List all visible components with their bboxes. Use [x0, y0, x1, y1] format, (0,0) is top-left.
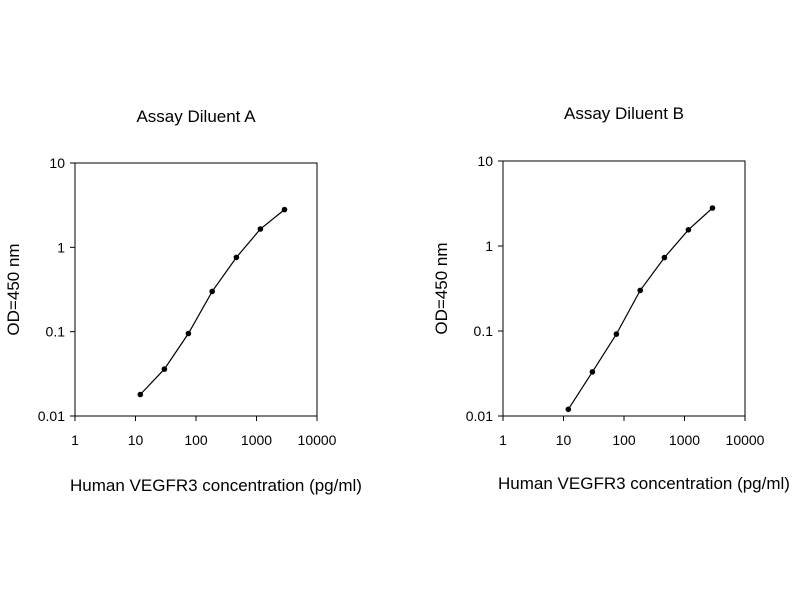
chart-title: Assay Diluent B	[564, 104, 684, 123]
x-tick-label: 10	[128, 432, 144, 448]
y-tick-label: 10	[477, 153, 493, 169]
plot-frame	[502, 160, 746, 417]
y-tick-label: 1	[485, 238, 493, 254]
data-point	[589, 369, 596, 375]
x-tick-label: 1	[499, 432, 507, 448]
x-tick-label: 10000	[298, 432, 337, 448]
y-tick-label: 0.1	[474, 323, 494, 339]
data-point	[565, 406, 572, 413]
data-point	[281, 206, 288, 213]
data-point	[685, 227, 692, 233]
y-tick-label: 0.01	[466, 408, 493, 424]
series-line	[567, 207, 713, 410]
chart-assay-diluent-a: Assay Diluent A 1 10 100 1000 10000 0.01 0.1 1 10…	[4, 107, 362, 495]
x-tick-label: 1	[71, 432, 79, 448]
y-axis-label: OD=450 nm	[4, 243, 23, 335]
data-point	[257, 226, 264, 232]
chart-assay-diluent-b: Assay Diluent B 1 10 100 1000 10000 0.01 0.1 1 10…	[432, 104, 790, 493]
plot-frame	[74, 162, 318, 417]
data-point	[137, 391, 144, 398]
data-point	[185, 330, 192, 337]
chart-title: Assay Diluent A	[136, 107, 256, 126]
data-point	[637, 287, 643, 294]
x-tick-label: 1000	[241, 432, 272, 448]
x-tick-label: 100	[612, 432, 636, 448]
y-tick-label: 10	[49, 155, 65, 171]
y-tick-label: 1	[57, 239, 65, 255]
x-tick-label: 10	[556, 432, 572, 448]
data-point	[233, 254, 240, 261]
x-tick-label: 100	[184, 432, 208, 448]
series-line	[139, 209, 285, 395]
data-point	[613, 331, 620, 337]
y-axis-label: OD=450 nm	[432, 242, 451, 334]
x-tick-label: 1000	[669, 432, 700, 448]
x-axis-label: Human VEGFR3 concentration (pg/ml)	[498, 474, 790, 493]
data-point	[161, 366, 168, 372]
x-tick-label: 10000	[726, 432, 765, 448]
y-tick-label: 0.01	[38, 408, 65, 424]
data-point	[209, 288, 215, 295]
x-axis-label: Human VEGFR3 concentration (pg/ml)	[70, 476, 362, 495]
data-point	[709, 205, 716, 211]
y-tick-label: 0.1	[46, 324, 66, 340]
data-point	[661, 254, 668, 261]
